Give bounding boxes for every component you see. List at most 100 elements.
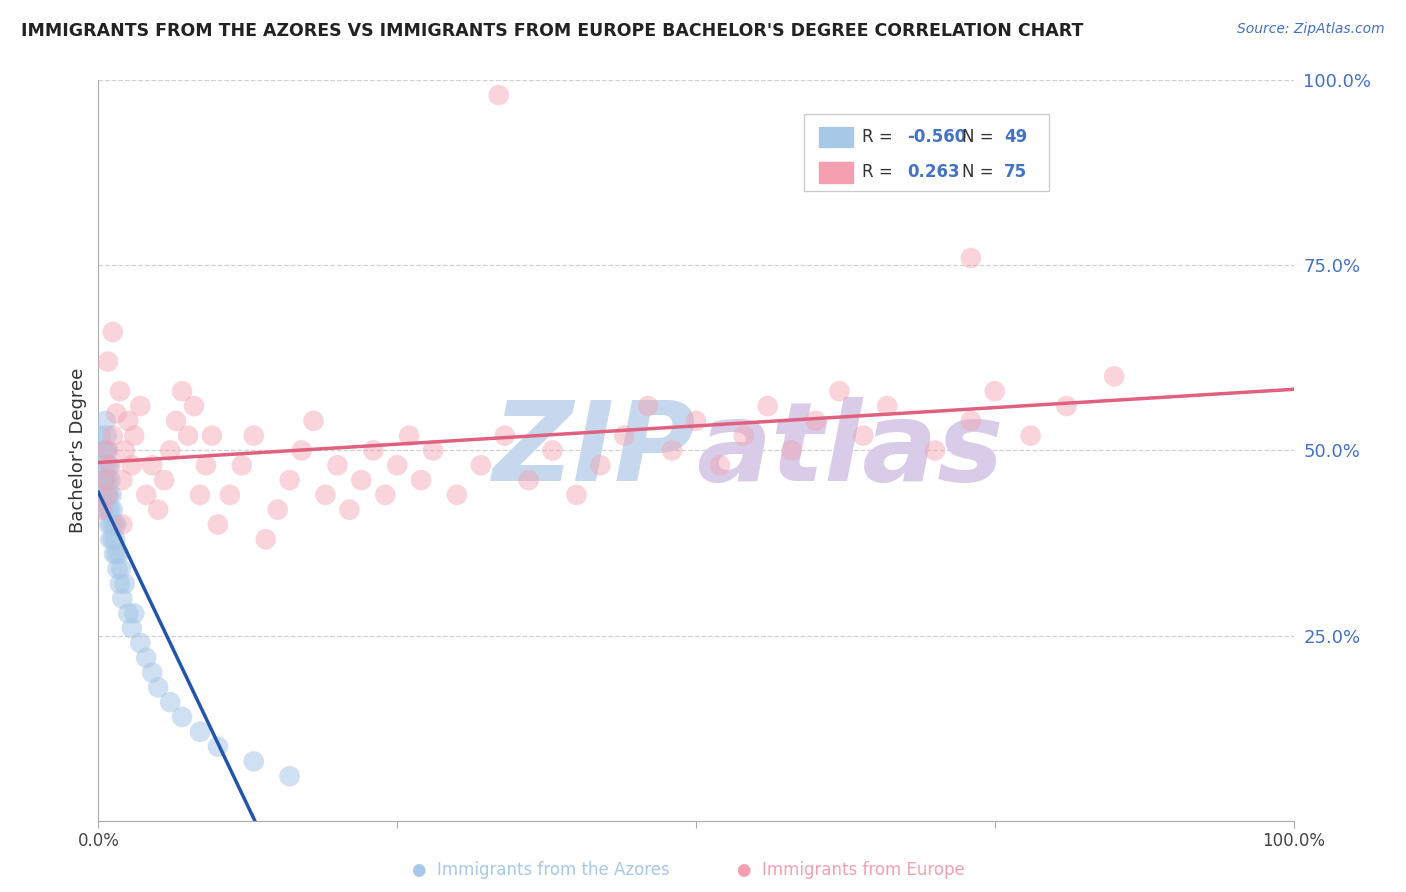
Point (488, 88, 510, 103)
Point (129, 399, 152, 413)
Text: N =: N = (963, 128, 1000, 146)
Point (315, 488, 337, 502)
Point (183, 399, 205, 413)
Text: ●  Immigrants from the Azores: ● Immigrants from the Azores (412, 862, 669, 880)
Point (103, 517, 125, 532)
Point (100, 488, 122, 502)
Point (105, 547, 128, 561)
Point (97, 488, 120, 502)
FancyBboxPatch shape (804, 113, 1049, 191)
Point (243, 428, 266, 442)
Point (374, 488, 396, 502)
Point (254, 533, 277, 547)
Point (852, 428, 875, 442)
Point (100, 517, 122, 532)
Text: R =: R = (862, 163, 898, 181)
Point (153, 473, 176, 487)
Point (97, 354, 120, 368)
Point (93, 502, 115, 516)
Point (97, 502, 120, 516)
Point (111, 517, 134, 532)
Point (195, 458, 218, 473)
Point (101, 533, 124, 547)
Text: 0.263: 0.263 (907, 163, 960, 181)
Point (98, 458, 121, 473)
Point (98, 502, 122, 516)
Point (121, 458, 143, 473)
Point (107, 547, 129, 561)
Y-axis label: Bachelor's Degree: Bachelor's Degree (69, 368, 87, 533)
Point (98, 458, 122, 473)
Point (96, 443, 118, 458)
Point (104, 533, 127, 547)
Point (709, 458, 731, 473)
Point (207, 739, 229, 754)
Point (422, 443, 444, 458)
Text: ZIP: ZIP (492, 397, 696, 504)
Point (159, 443, 181, 458)
Point (637, 399, 659, 413)
Text: 75: 75 (1004, 163, 1028, 181)
Point (494, 428, 516, 442)
Point (97, 443, 120, 458)
Point (924, 443, 946, 458)
Point (188, 724, 211, 739)
Point (339, 502, 361, 516)
Point (93, 473, 115, 487)
Point (278, 769, 301, 783)
Text: Source: ZipAtlas.com: Source: ZipAtlas.com (1237, 22, 1385, 37)
Point (101, 325, 124, 339)
Point (105, 517, 128, 532)
Point (91, 488, 114, 502)
Point (148, 681, 170, 695)
Point (141, 665, 163, 680)
Point (103, 547, 125, 561)
Point (98, 533, 122, 547)
Point (148, 502, 170, 516)
Point (876, 399, 898, 413)
Point (94, 414, 117, 428)
Text: N =: N = (963, 163, 1000, 181)
Point (101, 502, 124, 516)
Point (172, 710, 194, 724)
Point (165, 414, 187, 428)
Point (90, 428, 112, 442)
Point (685, 414, 707, 428)
Point (267, 502, 290, 516)
Point (111, 591, 134, 606)
Point (517, 473, 540, 487)
Text: IMMIGRANTS FROM THE AZORES VS IMMIGRANTS FROM EUROPE BACHELOR'S DEGREE CORRELATI: IMMIGRANTS FROM THE AZORES VS IMMIGRANTS… (21, 22, 1084, 40)
Point (326, 458, 349, 473)
Point (733, 428, 755, 442)
Point (124, 428, 146, 442)
Point (135, 488, 157, 502)
Point (117, 414, 139, 428)
Point (141, 458, 163, 473)
Point (243, 755, 266, 769)
Point (1104, 369, 1126, 384)
Point (446, 488, 468, 502)
Point (97, 473, 120, 487)
Point (780, 443, 803, 458)
Point (363, 443, 385, 458)
Point (91, 458, 114, 473)
Text: -0.560: -0.560 (907, 128, 967, 146)
Point (613, 428, 636, 442)
Text: 49: 49 (1004, 128, 1028, 146)
Point (124, 607, 146, 621)
Point (98, 488, 121, 502)
Point (470, 458, 492, 473)
Point (565, 488, 588, 502)
Point (207, 517, 229, 532)
Point (98, 517, 121, 532)
Point (385, 458, 409, 473)
Point (114, 443, 136, 458)
Point (96, 428, 118, 442)
Point (159, 695, 181, 709)
Point (278, 473, 301, 487)
Point (188, 488, 211, 502)
Point (101, 428, 124, 442)
Point (291, 443, 314, 458)
Point (756, 399, 779, 413)
Point (589, 458, 612, 473)
